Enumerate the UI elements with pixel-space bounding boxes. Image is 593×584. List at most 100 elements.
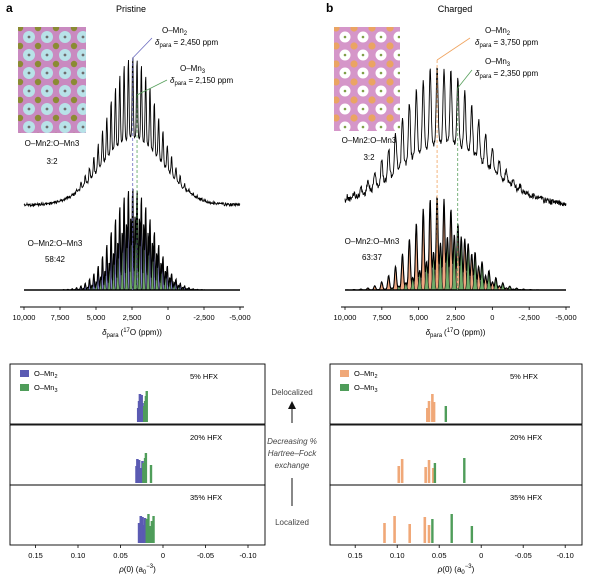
trend-arrowhead-icon <box>288 401 296 409</box>
x-tick-label: -2,500 <box>519 313 540 322</box>
trend-text-3: exchange <box>275 461 310 470</box>
svg-text:O–Mn3: O–Mn3 <box>180 64 206 75</box>
x-tick-label: -5,000 <box>555 313 576 322</box>
bar-o-mn3 <box>142 463 145 483</box>
bar-o-mn3 <box>148 526 152 543</box>
bar-o-mn2 <box>393 516 396 543</box>
x-axis-label: δpara (17O (ppm)) <box>102 328 162 339</box>
hfx-level-label: 20% HFX <box>510 433 542 442</box>
delocalized-label: Delocalized <box>271 388 312 397</box>
x-tick-label: 0 <box>161 551 165 560</box>
shift-marker-leader <box>436 37 471 61</box>
bar-o-mn2 <box>139 468 143 483</box>
x-tick-label: -0.10 <box>557 551 574 560</box>
panel-b-mn2-callout: O–Mn2 δpara = 3,750 ppm <box>475 26 539 49</box>
bar-o-mn3 <box>145 519 148 543</box>
x-tick-label: -0.05 <box>515 551 532 560</box>
x-tick-label: 0 <box>479 551 483 560</box>
bar-o-mn2 <box>424 467 427 483</box>
x-tick-label: 5,000 <box>409 313 428 322</box>
hfx-level-label: 35% HFX <box>190 493 222 502</box>
shift-marker-leader <box>136 79 168 96</box>
bar-o-mn3 <box>470 526 474 543</box>
legend-swatch <box>340 384 349 391</box>
x-tick-label: -0.05 <box>197 551 214 560</box>
legend-swatch <box>20 370 29 377</box>
x-axis-label: δpara (17O (ppm)) <box>426 328 486 339</box>
pristine-lattice-image <box>18 27 86 133</box>
trend-text-1: Decreasing % <box>267 437 317 446</box>
x-axis-label: ρ(0) (a0−3) <box>437 564 475 576</box>
panel-a-mn3-callout: O–Mn3 δpara = 2,150 ppm <box>170 64 234 87</box>
bar-o-mn2 <box>397 466 401 483</box>
panel-a-fit-ratio: 58:42 <box>45 255 66 264</box>
x-tick-label: 0.05 <box>113 551 128 560</box>
hfx-subplot-frame <box>9 363 266 425</box>
bar-o-mn3 <box>463 458 466 483</box>
svg-text:O–Mn2: O–Mn2 <box>162 26 188 37</box>
x-tick-label: 5,000 <box>87 313 106 322</box>
legend-label: O–Mn3 <box>34 383 58 394</box>
hfx-level-label: 35% HFX <box>510 493 542 502</box>
hfx-level-label: 20% HFX <box>190 433 222 442</box>
x-tick-label: -2,500 <box>193 313 214 322</box>
x-tick-label: 2,500 <box>446 313 465 322</box>
panel-a-inset-ratio: 3:2 <box>46 157 58 166</box>
bar-o-mn2 <box>141 403 144 422</box>
panel-b-inset-ratio-label: O–Mn2:O–Mn3 <box>342 136 397 145</box>
bar-o-mn3 <box>444 406 448 422</box>
legend-label: O–Mn2 <box>354 369 378 380</box>
hfx-subplot-frame <box>9 484 266 546</box>
hfx-level-label: 5% HFX <box>190 372 218 381</box>
bar-o-mn3 <box>147 514 150 543</box>
bar-o-mn2 <box>137 523 141 543</box>
panel-b-inset <box>334 27 400 131</box>
hfx-subplot-frame <box>329 484 583 546</box>
panel-a-title: Pristine <box>116 4 146 14</box>
bar-o-mn2 <box>427 460 431 483</box>
bar-o-mn3 <box>150 521 154 543</box>
bar-o-mn2 <box>143 518 147 543</box>
hfx-subplot-frame <box>329 424 583 486</box>
bar-o-mn2 <box>408 524 411 543</box>
experimental-spectrum-line <box>23 57 241 208</box>
bar-o-mn3 <box>145 391 148 422</box>
svg-text:δpara= 2,150 ppm: δpara = 2,150 ppm <box>170 76 234 87</box>
x-tick-label: 0 <box>490 313 494 322</box>
panel-a-letter: a <box>6 1 13 15</box>
hfx-trend-annotation: Delocalized Decreasing % Hartree–Fock ex… <box>267 388 317 527</box>
x-tick-label: 7,500 <box>372 313 391 322</box>
x-tick-label: 0 <box>166 313 170 322</box>
x-tick-label: 0.05 <box>432 551 447 560</box>
bar-o-mn2 <box>383 523 386 543</box>
bar-o-mn2 <box>137 460 141 483</box>
bar-o-mn2 <box>431 468 435 483</box>
hfx-level-label: 5% HFX <box>510 372 538 381</box>
localized-label: Localized <box>275 518 309 527</box>
panel-b-inset-ratio: 3:2 <box>363 153 375 162</box>
x-tick-label: 0.15 <box>348 551 363 560</box>
shift-marker-leader <box>457 69 473 89</box>
hfx-subplot-frame <box>329 363 583 425</box>
bar-o-mn2 <box>400 459 404 483</box>
x-tick-label: 2,500 <box>123 313 142 322</box>
svg-text:δpara= 2,350 ppm: δpara = 2,350 ppm <box>475 69 539 80</box>
bar-o-mn3 <box>450 514 453 543</box>
bar-o-mn3 <box>433 463 437 483</box>
x-tick-label: 7,500 <box>51 313 70 322</box>
x-axis-label: ρ(0) (a0−3) <box>118 564 156 576</box>
bar-o-mn2 <box>141 517 144 543</box>
panel-a-inset <box>18 27 86 133</box>
x-tick-label: 10,000 <box>13 313 36 322</box>
shift-marker-leader <box>132 37 153 59</box>
bar-o-mn3 <box>152 516 155 543</box>
panel-a-mn2-callout: O–Mn2 δpara = 2,450 ppm <box>155 26 219 49</box>
svg-text:O–Mn2: O–Mn2 <box>485 26 511 37</box>
legend-swatch <box>340 370 349 377</box>
bar-o-mn2 <box>427 401 431 422</box>
bar-o-mn3 <box>431 519 434 543</box>
legend-label: O–Mn2 <box>34 369 58 380</box>
svg-text:δpara= 2,450 ppm: δpara = 2,450 ppm <box>155 38 219 49</box>
x-tick-label: -5,000 <box>229 313 250 322</box>
